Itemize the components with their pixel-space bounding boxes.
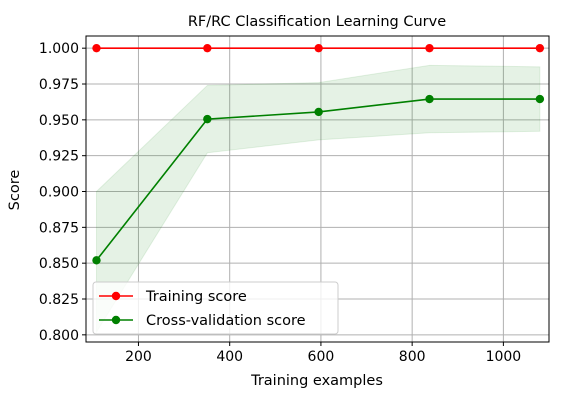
y-tick-label: 0.800 <box>39 328 79 344</box>
legend-label: Training score <box>145 289 247 305</box>
series-point-1 <box>535 94 545 104</box>
x-tick-label: 400 <box>216 349 243 365</box>
y-tick-label: 0.850 <box>39 256 79 272</box>
y-tick-label: 0.925 <box>39 149 79 165</box>
x-tick-label: 200 <box>125 349 152 365</box>
x-axis-ticks: 200 400 600 800 1000 <box>125 342 521 365</box>
y-axis-ticks: 0.800 0.825 0.850 0.875 0.900 0.925 0.950 0.975… <box>39 41 86 344</box>
x-tick-label: 800 <box>399 349 426 365</box>
legend-swatch-marker <box>111 315 121 325</box>
series-point-0 <box>92 43 101 53</box>
y-tick-label: 1.000 <box>39 41 79 57</box>
legend-swatch-marker <box>111 291 121 301</box>
x-tick-label: 600 <box>308 349 335 365</box>
x-axis-label: Training examples <box>250 373 383 389</box>
series-point-0 <box>314 43 323 53</box>
y-tick-label: 0.975 <box>39 77 79 93</box>
series-point-0 <box>203 43 212 53</box>
x-tick-label: 1000 <box>486 349 522 365</box>
series-point-1 <box>92 256 101 265</box>
plot-area-frame <box>85 35 550 343</box>
legend-label: Cross-validation score <box>146 313 306 329</box>
legend: Training score Cross-validation score <box>92 281 339 335</box>
legend-box <box>92 281 339 335</box>
series-markers <box>92 43 545 265</box>
y-tick-label: 0.900 <box>39 185 79 201</box>
y-tick-label: 0.875 <box>39 220 79 236</box>
y-axis-label: Score <box>7 170 23 211</box>
series-point-1 <box>425 94 434 104</box>
confidence-band-1 <box>95 64 541 334</box>
chart-title: RF/RC Classification Learning Curve <box>188 14 446 30</box>
series-point-1 <box>314 107 323 117</box>
series-point-0 <box>535 43 545 53</box>
series-point-1 <box>203 114 212 124</box>
y-tick-label: 0.825 <box>39 292 79 308</box>
y-tick-label: 0.950 <box>39 113 79 129</box>
series-point-0 <box>425 43 434 53</box>
